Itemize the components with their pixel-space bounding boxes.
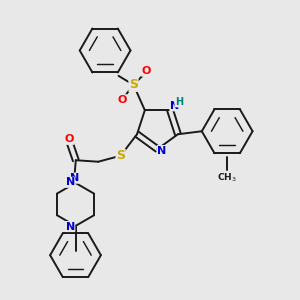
Text: CH$_3$: CH$_3$ (217, 172, 237, 184)
Text: O: O (142, 66, 151, 76)
Text: S: S (116, 149, 125, 162)
Text: O: O (118, 95, 127, 105)
Text: O: O (64, 134, 74, 144)
Text: N: N (170, 101, 179, 111)
Text: N: N (65, 177, 75, 187)
Text: N: N (70, 173, 79, 183)
Text: H: H (175, 97, 183, 107)
Text: N: N (65, 221, 75, 232)
Text: N: N (157, 146, 167, 156)
Text: S: S (129, 78, 138, 91)
